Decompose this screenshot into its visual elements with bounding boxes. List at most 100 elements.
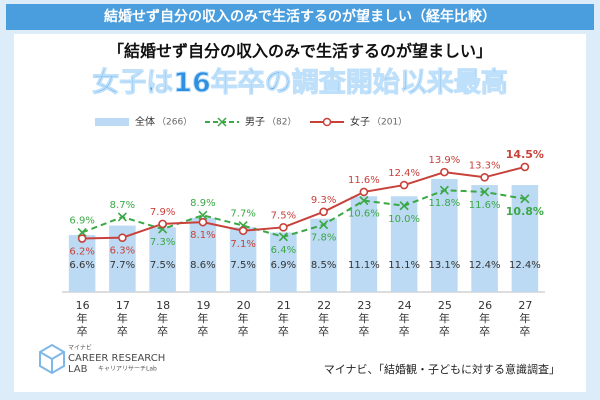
value-label: 7.5% — [230, 260, 255, 271]
value-label: 7.7% — [110, 260, 135, 271]
value-label: 8.5% — [311, 260, 336, 271]
marker — [238, 226, 248, 236]
x-tick-label: 24年卒 — [397, 299, 412, 338]
x-tick-label: 17年卒 — [115, 299, 130, 338]
legend-marker — [217, 117, 227, 127]
value-label: 6.3% — [110, 246, 135, 257]
subtitle: 「結婚せず自分の収入のみで生活するのが望ましい」 — [108, 42, 492, 61]
logo-cube — [39, 343, 65, 375]
x-tick-label: 19年卒 — [196, 299, 211, 338]
legend-n: （266） — [157, 117, 192, 128]
value-label: 8.6% — [190, 260, 215, 271]
value-label: 14.5% — [506, 148, 544, 161]
marker — [158, 219, 167, 229]
value-label: 7.1% — [230, 239, 255, 250]
x-tick-label: 25年卒 — [437, 299, 452, 338]
x-tick-label: 16年卒 — [75, 299, 90, 338]
bar — [350, 196, 378, 292]
marker — [359, 196, 369, 206]
value-label: 7.5% — [271, 210, 296, 221]
marker — [118, 233, 127, 242]
x-tick-label: 27年卒 — [518, 299, 533, 338]
value-label: 10.8% — [506, 205, 544, 218]
logo-line1: CAREER RESEARCH — [68, 353, 165, 364]
x-tick-label: 21年卒 — [276, 299, 291, 338]
value-label: 6.9% — [271, 260, 296, 271]
value-label: 12.4% — [388, 168, 420, 179]
bar — [310, 218, 337, 292]
source: マイナビ、「結婚観・子どもに対する意識調査」 — [324, 362, 560, 376]
x-tick-label: 22年卒 — [317, 299, 332, 338]
marker — [359, 187, 369, 197]
value-label: 10.6% — [348, 209, 380, 220]
bar — [149, 227, 176, 292]
bar — [390, 196, 418, 292]
value-label: 7.5% — [150, 260, 175, 271]
legend-label: 全体 — [135, 115, 155, 128]
logo-line2: LAB — [68, 364, 88, 375]
banner-text: 結婚せず自分の収入のみで生活するのが望ましい（経年比較） — [104, 8, 496, 25]
legend-label: 女子 — [350, 115, 370, 128]
legend-n: （201） — [372, 117, 407, 128]
banner — [6, 4, 594, 30]
bar — [471, 185, 498, 292]
marker — [520, 162, 530, 172]
value-label: 8.9% — [190, 198, 215, 209]
legend-n: （82） — [267, 117, 296, 128]
value-label: 12.4% — [469, 260, 501, 271]
value-label: 13.1% — [428, 260, 460, 271]
marker — [440, 167, 449, 177]
value-label: 11.1% — [388, 260, 420, 271]
value-label: 6.2% — [69, 247, 94, 258]
value-label: 8.7% — [110, 200, 135, 211]
marker — [279, 223, 288, 232]
value-label: 9.3% — [311, 195, 336, 206]
x-tick-label: 18年卒 — [156, 299, 171, 338]
marker — [399, 180, 409, 190]
legend-label: 男子 — [245, 116, 265, 128]
value-label: 13.3% — [469, 160, 501, 171]
value-label: 11.1% — [348, 260, 380, 271]
bar — [511, 185, 539, 292]
bar — [270, 232, 297, 292]
logo-line3: キャリアリサーチLab — [98, 366, 157, 373]
line — [82, 165, 526, 240]
value-label: 6.9% — [69, 215, 94, 226]
value-label: 12.4% — [509, 260, 541, 271]
logo-brand: マイナビ — [68, 344, 92, 352]
bar — [229, 227, 257, 292]
marker — [319, 207, 328, 217]
value-label: 11.8% — [428, 198, 460, 209]
headline: 女子は16年卒の調査開始以来最高 — [92, 67, 508, 99]
logo: マイナビ CAREER RESEARCH LAB キャリアリサーチLab — [39, 343, 165, 375]
bar — [431, 179, 458, 292]
bar — [68, 235, 96, 292]
value-label: 7.3% — [150, 237, 175, 248]
value-label: 8.1% — [190, 230, 215, 241]
x-tick-label: 20年卒 — [236, 299, 251, 338]
marker — [77, 234, 87, 243]
marker — [198, 217, 208, 227]
value-label: 6.4% — [271, 245, 296, 256]
value-label: 11.6% — [469, 200, 501, 211]
marker — [399, 201, 409, 211]
marker — [319, 220, 329, 230]
value-label: 6.6% — [69, 260, 94, 271]
logo-cube-edge — [39, 351, 65, 373]
marker — [198, 210, 208, 220]
value-label: 7.8% — [311, 233, 336, 244]
marker — [278, 232, 288, 242]
marker — [439, 185, 449, 195]
value-label: 7.7% — [230, 209, 255, 220]
marker — [117, 212, 127, 222]
value-label: 10.0% — [388, 214, 420, 225]
value-label: 7.9% — [150, 207, 175, 218]
marker — [520, 194, 530, 204]
legend-marker — [322, 117, 332, 127]
marker — [480, 187, 490, 197]
line — [81, 189, 526, 238]
marker — [480, 172, 489, 182]
x-tick-label: 23年卒 — [357, 299, 372, 338]
